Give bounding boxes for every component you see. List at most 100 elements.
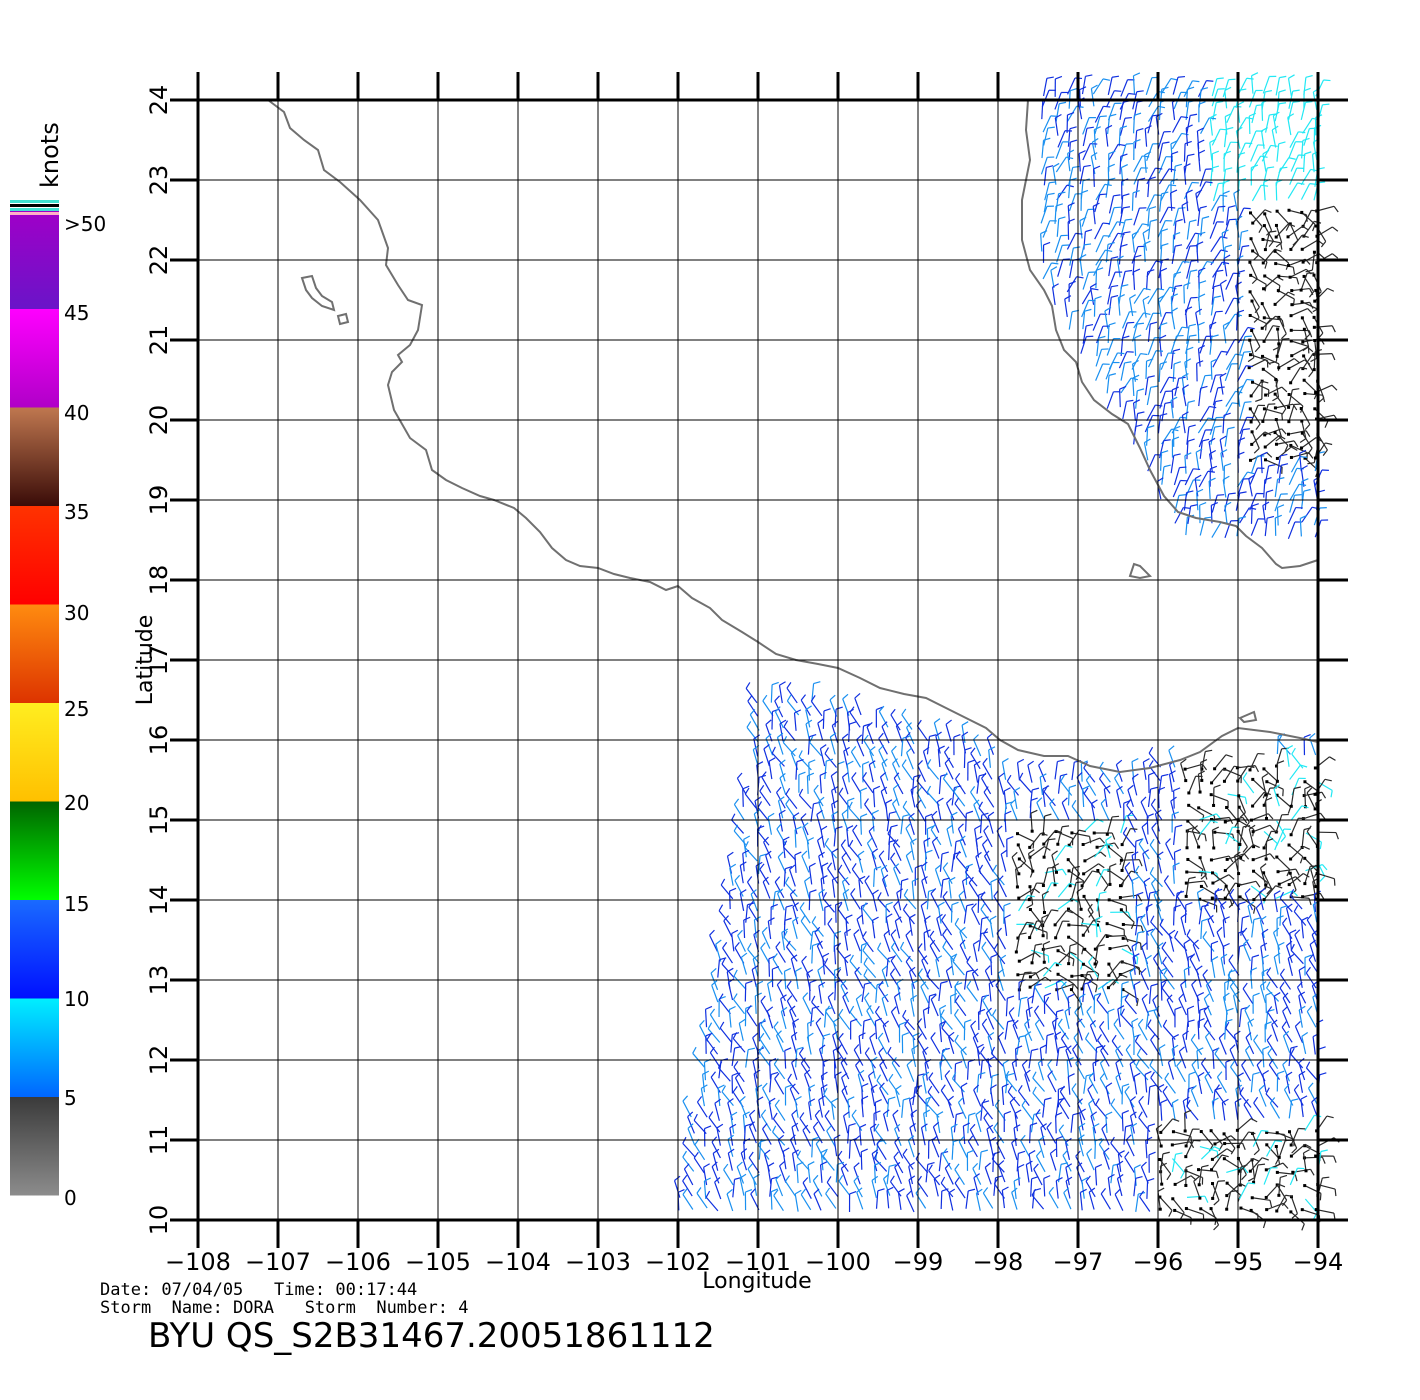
wind-barb: [900, 813, 910, 835]
wind-barb: [1261, 367, 1279, 387]
wind-barb: [827, 917, 839, 940]
wind-barb: [1262, 1070, 1269, 1093]
wind-barb: [1210, 1148, 1234, 1161]
wind-barb: [876, 1074, 889, 1096]
wind-barb: [973, 799, 981, 822]
wind-barb: [1276, 453, 1288, 474]
wind-barb: [1078, 1122, 1086, 1145]
wind-barb: [837, 864, 850, 886]
wind-barb: [1054, 844, 1073, 861]
wind-barb: [931, 836, 940, 859]
wind-barb: [1186, 269, 1198, 290]
wind-barb: [1300, 168, 1318, 186]
wind-barb: [757, 801, 770, 822]
wind-barb: [1037, 1058, 1045, 1081]
wind-barb: [1118, 351, 1134, 369]
wind-barb: [726, 1188, 734, 1212]
wind-barb: [1082, 894, 1094, 918]
wind-barb: [1064, 295, 1072, 317]
wind-barb: [1210, 940, 1219, 962]
wind-barb: [1289, 494, 1302, 513]
wind-barb: [1306, 787, 1317, 811]
wind-barb: [891, 745, 900, 768]
wind-barb: [1174, 890, 1185, 912]
wind-barb: [768, 757, 776, 780]
wind-barb: [1266, 981, 1280, 1002]
wind-barb: [1170, 453, 1181, 474]
wind-barb: [739, 1095, 748, 1119]
wind-barb: [1286, 225, 1309, 239]
wind-barb: [1250, 503, 1259, 524]
wind-barb: [1133, 312, 1151, 329]
wind-barb: [742, 849, 750, 872]
wind-barb: [853, 1135, 862, 1158]
wind-barb: [1115, 1058, 1122, 1081]
wind-barb: [825, 1005, 837, 1027]
wind-barb: [1247, 1018, 1255, 1041]
wind-barb: [1248, 260, 1258, 285]
colorbar-label-40: 40: [64, 401, 89, 425]
wind-barb: [1048, 1186, 1059, 1209]
wind-barb: [703, 1058, 712, 1081]
wind-barb: [1146, 1123, 1156, 1145]
wind-barb: [1117, 294, 1125, 316]
wind-barb: [1251, 209, 1272, 225]
wind-barb: [1171, 386, 1179, 408]
wind-barb: [1043, 1175, 1051, 1197]
wind-barb: [1261, 248, 1282, 265]
wind-barb: [841, 1072, 848, 1095]
wind-barb: [1042, 940, 1051, 964]
wind-barb: [1014, 932, 1027, 954]
wind-barb: [1303, 151, 1312, 173]
wind-barb: [978, 864, 991, 886]
wind-barb: [716, 1123, 724, 1146]
longitude-tick-labels: −108 −107 −106 −105 −104 −103 −102 −101 −100 −99−…: [165, 1248, 1343, 1276]
wind-barb: [760, 1018, 771, 1040]
wind-barb: [981, 772, 992, 795]
wind-barb: [1164, 1072, 1176, 1094]
wind-barb: [959, 926, 966, 950]
wind-barb: [723, 1163, 734, 1186]
wind-barb: [1108, 863, 1117, 886]
wind-barb: [945, 719, 952, 742]
wind-barb: [1157, 294, 1165, 317]
wind-barb: [1148, 983, 1158, 1004]
wind-barb: [921, 861, 928, 884]
wind-barb: [1068, 865, 1080, 888]
wind-barb: [1195, 448, 1203, 471]
wind-barb: [1043, 992, 1052, 1014]
wind-barb: [997, 1031, 1006, 1054]
wind-barb: [1101, 1123, 1110, 1146]
lon-tick-label: −96: [1133, 1248, 1184, 1276]
colorbar-band-35-40: [10, 407, 59, 506]
wind-barb: [851, 772, 862, 794]
wind-barb: [1090, 84, 1098, 107]
wind-barb: [1159, 206, 1176, 224]
wind-barb: [1127, 784, 1134, 808]
lon-tick-label: −104: [485, 1248, 551, 1276]
wind-barb: [1092, 313, 1108, 331]
wind-barb: [901, 1032, 910, 1054]
wind-barb: [1192, 939, 1201, 962]
wind-barb: [924, 915, 931, 938]
wind-barb: [1275, 75, 1287, 96]
wind-barb: [747, 1163, 757, 1186]
wind-barb: [1159, 191, 1169, 212]
wind-barb: [1172, 163, 1183, 185]
wind-barb: [1263, 178, 1271, 201]
wind-barb: [1185, 1019, 1195, 1040]
wind-barb: [1077, 1098, 1086, 1121]
wind-barb: [1155, 1124, 1163, 1148]
lat-tick-label: 19: [145, 485, 173, 516]
wind-barb: [937, 745, 945, 768]
wind-barb: [1157, 220, 1173, 238]
wind-barb: [881, 758, 889, 781]
wind-barb: [939, 851, 949, 872]
lat-tick-label: 14: [145, 885, 173, 916]
wind-barb: [715, 939, 722, 962]
wind-barb: [774, 706, 784, 729]
wind-barb: [926, 825, 935, 847]
wind-barb: [1072, 1043, 1082, 1066]
wind-barb: [789, 1134, 799, 1157]
wind-barb: [850, 888, 861, 910]
